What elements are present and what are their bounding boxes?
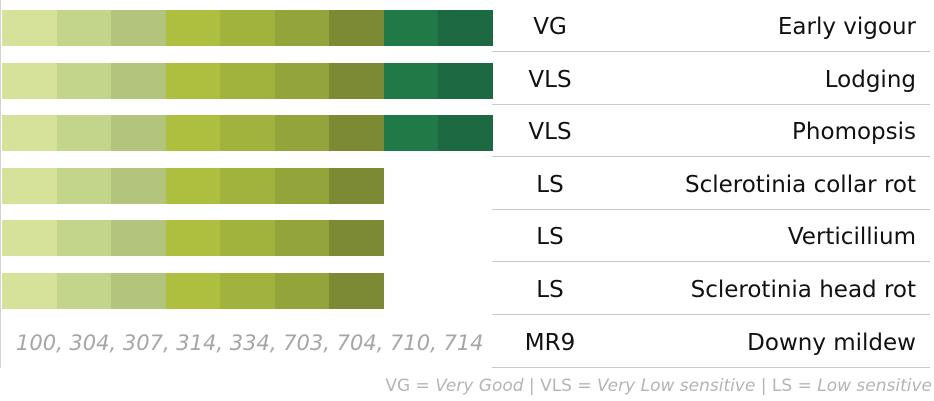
trait-row: LS Verticillium: [0, 210, 934, 263]
score-bar: [2, 62, 493, 99]
row-separator: [492, 366, 930, 368]
score-segment: [220, 167, 275, 204]
score-segment: [220, 115, 275, 152]
trait-rating-chart: VG Early vigour VLS Lodging VLS Phomopsis LS Sc…: [0, 0, 934, 368]
row-separator: [492, 156, 930, 158]
score-segment: [111, 10, 166, 46]
score-segment: [329, 220, 384, 257]
rating-label: VLS: [528, 119, 572, 146]
legend-ls-code: LS: [771, 376, 793, 396]
score-segment: [56, 220, 111, 257]
legend-vg-code: VG: [385, 376, 411, 396]
score-segment: [2, 273, 57, 309]
trait-label: Phomopsis: [792, 119, 916, 146]
score-segment: [383, 10, 438, 46]
trait-label: Early vigour: [777, 14, 916, 40]
rating-label: LS: [536, 277, 564, 303]
left-rule: [0, 0, 1, 368]
legend-ls-meaning: Low sensitive: [817, 376, 932, 396]
score-segment: [111, 167, 166, 204]
score-segment: [111, 62, 166, 99]
score-segment: [2, 10, 57, 46]
score-segment: [438, 62, 493, 99]
rating-label: VLS: [528, 66, 572, 93]
score-segment: [329, 10, 384, 46]
row-separator: [492, 51, 930, 52]
score-segment: [165, 273, 220, 309]
rating-label: VG: [533, 14, 567, 40]
score-segment: [220, 273, 275, 309]
score-segment: [274, 115, 329, 152]
score-segment: [165, 220, 220, 257]
score-segment: [111, 115, 166, 152]
rating-legend: VG = Very Good | VLS = Very Low sensitiv…: [385, 376, 932, 396]
score-segment: [56, 10, 111, 46]
downy-mildew-races: 100, 304, 307, 314, 334, 703, 704, 710, …: [16, 330, 484, 355]
score-segment: [329, 167, 384, 204]
score-segment: [111, 220, 166, 257]
score-segment: [274, 220, 329, 257]
score-segment: [2, 115, 57, 152]
trait-label: Downy mildew: [747, 329, 916, 356]
score-segment: [165, 115, 220, 152]
trait-label: Sclerotinia head rot: [690, 277, 916, 303]
score-bar: [2, 167, 384, 204]
score-segment: [220, 10, 275, 46]
score-segment: [165, 167, 220, 204]
score-segment: [56, 273, 111, 309]
score-segment: [2, 62, 57, 99]
score-segment: [438, 115, 493, 152]
score-segment: [329, 115, 384, 152]
score-segment: [329, 273, 384, 309]
score-segment: [2, 220, 57, 257]
score-segment: [111, 273, 166, 309]
trait-row: VG Early vigour: [0, 0, 934, 52]
row-separator: [492, 208, 930, 210]
score-segment: [56, 167, 111, 204]
score-segment: [274, 10, 329, 46]
row-separator: [492, 103, 930, 105]
legend-vls-meaning: Very Low sensitive: [597, 376, 756, 396]
score-segment: [274, 273, 329, 309]
score-segment: [329, 62, 384, 99]
row-separator: [492, 261, 930, 263]
legend-vls-code: VLS: [540, 376, 572, 396]
score-segment: [383, 115, 438, 152]
score-bar: [2, 10, 493, 46]
score-segment: [220, 62, 275, 99]
trait-row: 100, 304, 307, 314, 334, 703, 704, 710, …: [0, 316, 934, 368]
score-bar: [2, 115, 493, 152]
rating-label: LS: [536, 171, 564, 198]
score-segment: [56, 115, 111, 152]
score-segment: [165, 10, 220, 46]
rating-label: LS: [536, 224, 564, 251]
score-segment: [165, 62, 220, 99]
score-segment: [220, 220, 275, 257]
score-bar: [2, 220, 384, 257]
trait-label: Verticillium: [787, 224, 916, 251]
legend-vg-meaning: Very Good: [435, 376, 524, 396]
trait-row: VLS Lodging: [0, 53, 934, 105]
score-bar: [2, 273, 384, 309]
score-segment: [438, 10, 493, 46]
row-separator: [492, 314, 930, 315]
trait-row: VLS Phomopsis: [0, 105, 934, 158]
score-segment: [2, 167, 57, 204]
trait-row: LS Sclerotinia head rot: [0, 263, 934, 315]
trait-label: Sclerotinia collar rot: [685, 171, 916, 198]
score-segment: [274, 167, 329, 204]
trait-label: Lodging: [824, 66, 916, 93]
trait-row: LS Sclerotinia collar rot: [0, 158, 934, 210]
score-segment: [56, 62, 111, 99]
score-segment: [383, 62, 438, 99]
score-segment: [274, 62, 329, 99]
rating-label: MR9: [524, 329, 576, 356]
